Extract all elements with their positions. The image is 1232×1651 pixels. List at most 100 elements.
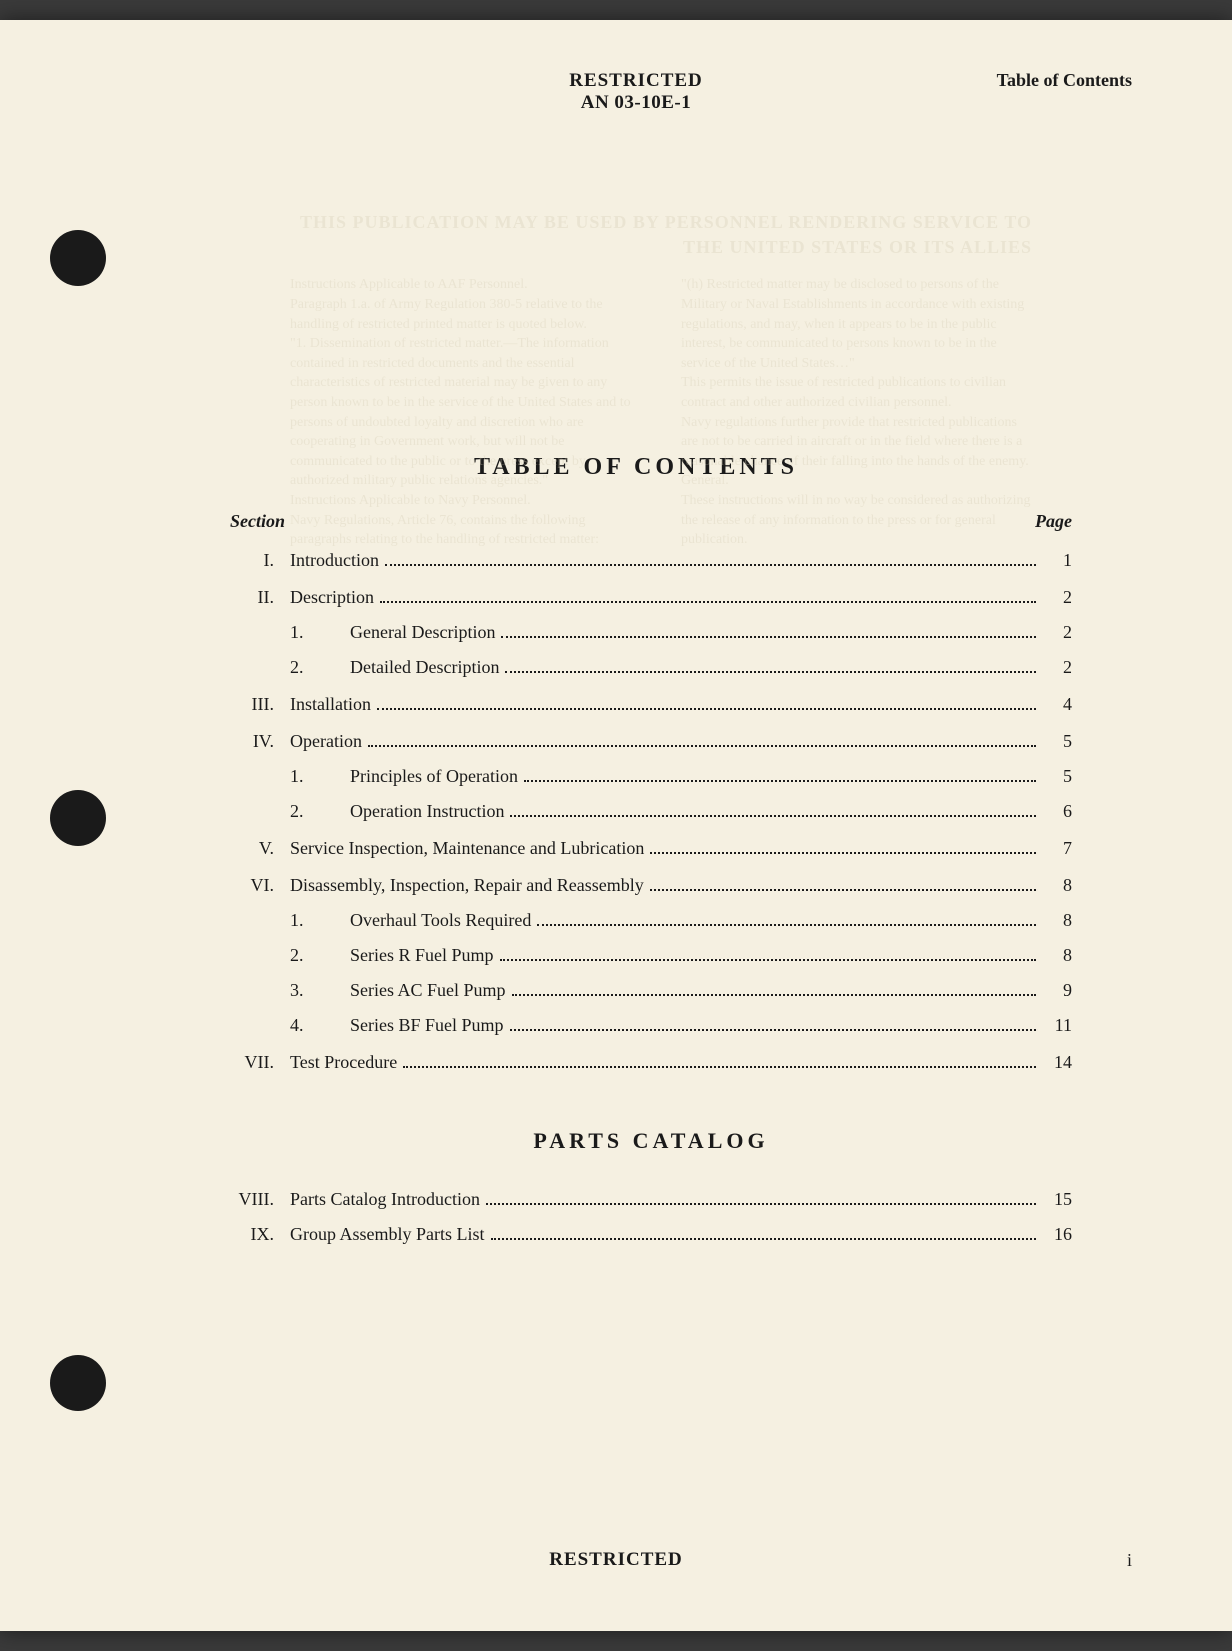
header-section-label: Table of Contents	[997, 70, 1132, 91]
toc-roman-numeral: VIII.	[230, 1189, 290, 1210]
toc-row: I.Introduction1	[230, 550, 1072, 571]
toc-leader-dots	[524, 780, 1036, 782]
parts-catalog-title: PARTS CATALOG	[230, 1128, 1072, 1154]
toc-sub-number: 1.	[230, 910, 350, 931]
toc-leader-dots	[380, 601, 1036, 603]
toc-entry-label: Service Inspection, Maintenance and Lubr…	[290, 838, 644, 859]
toc-leader-dots	[500, 959, 1036, 961]
toc-row: III.Installation 4	[230, 694, 1072, 715]
toc-page-number: 11	[1042, 1015, 1072, 1036]
toc-page-number: 5	[1042, 731, 1072, 752]
faded-right-column: "(h) Restricted matter may be disclosed …	[681, 275, 1032, 549]
toc-row: 1.General Description 2	[230, 622, 1072, 643]
toc-page-number: 9	[1042, 980, 1072, 1001]
toc-section-header: Section	[230, 511, 285, 532]
toc-leader-dots	[368, 745, 1036, 747]
toc-row: 3.Series AC Fuel Pump 9	[230, 980, 1072, 1001]
toc-row: 1.Overhaul Tools Required 8	[230, 910, 1072, 931]
toc-entry-label: Operation	[290, 731, 362, 752]
punch-hole-icon	[50, 790, 106, 846]
header-classification: RESTRICTED	[140, 70, 1132, 92]
toc-roman-numeral: V.	[230, 838, 290, 859]
toc-leader-dots	[510, 1029, 1036, 1031]
faded-para: Paragraph 1.a. of Army Regulation 380-5 …	[290, 295, 641, 334]
toc-row: VII.Test Procedure 14	[230, 1052, 1072, 1073]
toc-entry-label: General Description	[350, 622, 495, 643]
toc-row: 1.Principles of Operation 5	[230, 766, 1072, 787]
toc-sub-number: 2.	[230, 657, 350, 678]
toc-leader-dots	[650, 889, 1036, 891]
toc-sub-number: 3.	[230, 980, 350, 1001]
toc-leader-dots	[486, 1203, 1036, 1205]
toc-entry-label: Test Procedure	[290, 1052, 397, 1073]
toc-sub-number: 1.	[230, 766, 350, 787]
faded-para: Instructions Applicable to Navy Personne…	[290, 491, 641, 511]
toc-leader-dots	[510, 815, 1036, 817]
toc-page-number: 5	[1042, 766, 1072, 787]
header-doc-number: AN 03-10E-1	[140, 92, 1132, 114]
toc-page-number: 2	[1042, 622, 1072, 643]
toc-page-number: 14	[1042, 1052, 1072, 1073]
toc-roman-numeral: III.	[230, 694, 290, 715]
toc-roman-numeral: I.	[230, 550, 290, 571]
toc-leader-dots	[403, 1066, 1036, 1068]
toc-entry-label: Series AC Fuel Pump	[350, 980, 506, 1001]
toc-sub-number: 4.	[230, 1015, 350, 1036]
page-header: RESTRICTED AN 03-10E-1 Table of Contents	[140, 70, 1132, 114]
toc-entry-label: Principles of Operation	[350, 766, 518, 787]
footer-classification: RESTRICTED	[0, 1549, 1232, 1571]
punch-hole-icon	[50, 1355, 106, 1411]
toc-entry-label: Parts Catalog Introduction	[290, 1189, 480, 1210]
toc-roman-numeral: VI.	[230, 875, 290, 896]
toc-entry-label: Detailed Description	[350, 657, 499, 678]
toc-row: IV.Operation 5	[230, 731, 1072, 752]
toc-page-number: 2	[1042, 587, 1072, 608]
toc-row: VI.Disassembly, Inspection, Repair and R…	[230, 875, 1072, 896]
toc-page-header: Page	[1035, 511, 1072, 532]
toc-leader-dots	[501, 636, 1036, 638]
toc-entry-label: Group Assembly Parts List	[290, 1224, 485, 1245]
toc-entry-label: Overhaul Tools Required	[350, 910, 531, 931]
toc-entry-label: Series BF Fuel Pump	[350, 1015, 504, 1036]
toc-page-number: 6	[1042, 801, 1072, 822]
toc-leader-dots	[505, 671, 1036, 673]
toc-sub-number: 1.	[230, 622, 350, 643]
toc-leader-dots	[537, 924, 1036, 926]
toc-entry-label: Description	[290, 587, 374, 608]
toc-sub-number: 2.	[230, 945, 350, 966]
toc-title: TABLE OF CONTENTS	[140, 454, 1132, 481]
toc-row: 2.Detailed Description 2	[230, 657, 1072, 678]
toc-row: 4.Series BF Fuel Pump 11	[230, 1015, 1072, 1036]
toc-page-number: 1	[1042, 550, 1072, 571]
toc-row: VIII.Parts Catalog Introduction 15	[230, 1189, 1072, 1210]
toc-entry-label: Installation	[290, 694, 371, 715]
punch-hole-icon	[50, 230, 106, 286]
toc-row: II.Description 2	[230, 587, 1072, 608]
toc-page-number: 15	[1042, 1189, 1072, 1210]
toc-page-number: 7	[1042, 838, 1072, 859]
toc-row: V.Service Inspection, Maintenance and Lu…	[230, 838, 1072, 859]
toc-page-number: 4	[1042, 694, 1072, 715]
toc-roman-numeral: II.	[230, 587, 290, 608]
faded-left-column: Instructions Applicable to AAF Personnel…	[290, 275, 641, 549]
toc-entry-label: Disassembly, Inspection, Repair and Reas…	[290, 875, 644, 896]
toc-leader-dots	[512, 994, 1036, 996]
toc-sub-number: 2.	[230, 801, 350, 822]
faded-para: This permits the issue of restricted pub…	[681, 373, 1032, 412]
toc-page-number: 2	[1042, 657, 1072, 678]
page-content: RESTRICTED AN 03-10E-1 Table of Contents…	[140, 70, 1132, 1581]
toc-page-number: 8	[1042, 910, 1072, 931]
toc-row: 2.Series R Fuel Pump8	[230, 945, 1072, 966]
toc-row: 2.Operation Instruction 6	[230, 801, 1072, 822]
toc-leader-dots	[377, 708, 1036, 710]
toc-leader-dots	[650, 852, 1036, 854]
toc-entry-label: Operation Instruction	[350, 801, 504, 822]
toc-area: Section Page I.Introduction1 II.Descripti…	[230, 511, 1072, 1245]
faded-para: Instructions Applicable to AAF Personnel…	[290, 275, 641, 295]
toc-roman-numeral: IX.	[230, 1224, 290, 1245]
toc-roman-numeral: IV.	[230, 731, 290, 752]
toc-roman-numeral: VII.	[230, 1052, 290, 1073]
parts-catalog-rows: VIII.Parts Catalog Introduction 15 IX.Grou…	[230, 1189, 1072, 1245]
bleed-through-text: THIS PUBLICATION MAY BE USED BY PERSONNE…	[290, 210, 1032, 550]
toc-page-number: 16	[1042, 1224, 1072, 1245]
